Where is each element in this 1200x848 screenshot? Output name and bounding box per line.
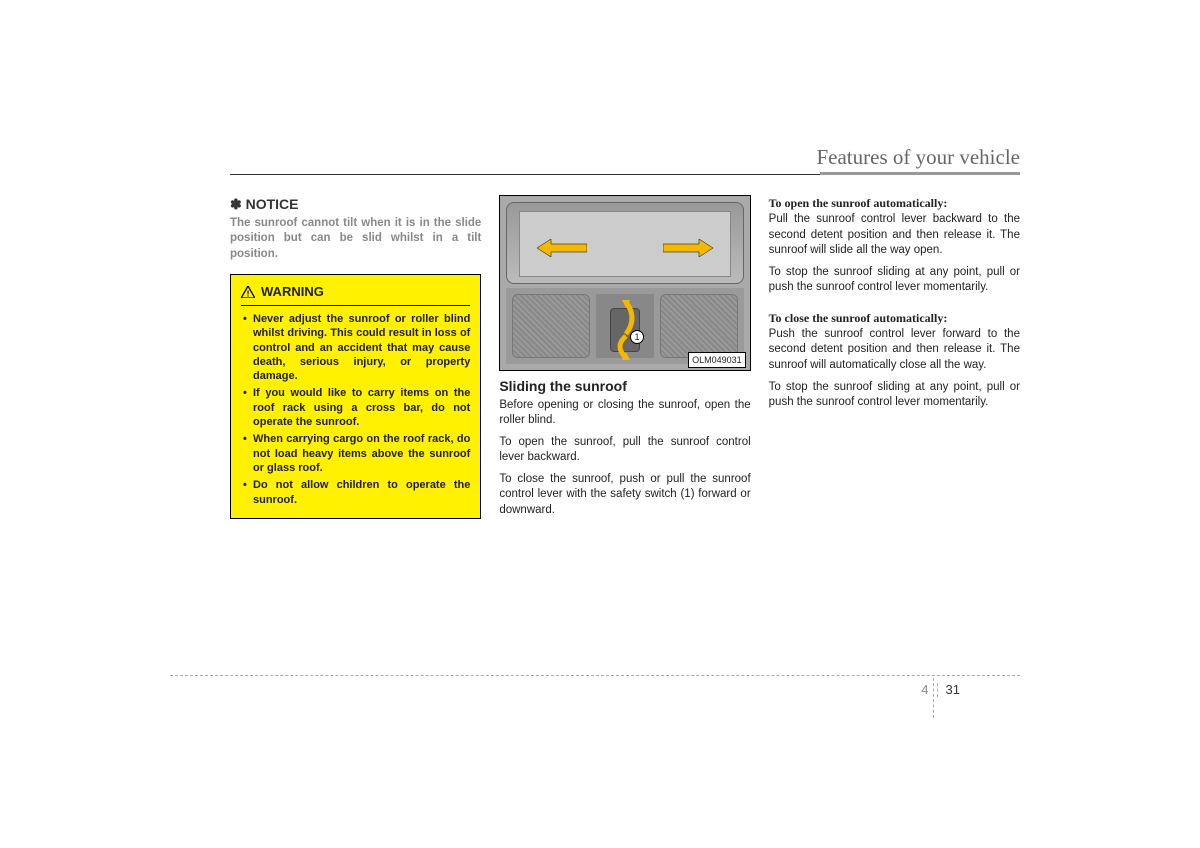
content-columns: ✽ NOTICE The sunroof cannot tilt when it… xyxy=(230,195,1020,525)
warning-box: ! WARNING Never adjust the sunroof or ro… xyxy=(230,274,481,518)
page-header: Features of your vehicle xyxy=(230,145,1020,175)
body-paragraph: To stop the sunroof sliding at any point… xyxy=(769,265,1020,296)
warning-list: Never adjust the sunroof or roller blind… xyxy=(241,312,470,507)
body-paragraph: Before opening or closing the sunroof, o… xyxy=(499,398,750,429)
notice-text: The sunroof cannot tilt when it is in th… xyxy=(230,216,481,263)
section-number: 4 xyxy=(921,682,928,697)
sliding-heading: Sliding the sunroof xyxy=(499,377,750,396)
warning-item: When carrying cargo on the roof rack, do… xyxy=(241,432,470,475)
page-number: 4 31 xyxy=(921,682,960,697)
header-accent-bar xyxy=(820,172,1020,175)
sunroof-figure: 1 OLM049031 xyxy=(499,195,750,371)
close-auto-heading: To close the sunroof automatically: xyxy=(769,310,1020,326)
figure-control-center: 1 xyxy=(596,294,654,358)
page-container: Features of your vehicle ✽ NOTICE The su… xyxy=(0,0,1200,525)
page-divider xyxy=(937,683,938,697)
body-paragraph: To close the sunroof, push or pull the s… xyxy=(499,472,750,519)
body-paragraph: To open the sunroof, pull the sunroof co… xyxy=(499,435,750,466)
warning-header: ! WARNING xyxy=(241,283,470,306)
body-paragraph: Push the sunroof control lever forward t… xyxy=(769,327,1020,374)
column-2: 1 OLM049031 Sliding the sunroof Before o… xyxy=(499,195,750,525)
warning-item: Never adjust the sunroof or roller blind… xyxy=(241,312,470,383)
warning-item: If you would like to carry items on the … xyxy=(241,386,470,429)
arrow-curve-icon xyxy=(604,298,648,362)
arrow-right-icon xyxy=(663,239,713,257)
warning-triangle-icon: ! xyxy=(241,286,255,298)
figure-speaker-left xyxy=(512,294,590,358)
header-title: Features of your vehicle xyxy=(230,145,1020,170)
page-footer: 4 31 xyxy=(170,675,1020,705)
figure-sunroof-top xyxy=(506,202,743,284)
figure-callout-1: 1 xyxy=(630,330,644,344)
body-paragraph: Pull the sunroof control lever backward … xyxy=(769,212,1020,259)
warning-label: WARNING xyxy=(261,283,324,301)
open-auto-heading: To open the sunroof automatically: xyxy=(769,195,1020,211)
notice-heading: ✽ NOTICE xyxy=(230,195,481,214)
page-num-value: 31 xyxy=(946,682,960,697)
column-1: ✽ NOTICE The sunroof cannot tilt when it… xyxy=(230,195,481,525)
body-paragraph: To stop the sunroof sliding at any point… xyxy=(769,380,1020,411)
column-3: To open the sunroof automatically: Pull … xyxy=(769,195,1020,525)
figure-speaker-right xyxy=(660,294,738,358)
arrow-left-icon xyxy=(537,239,587,257)
warning-item: Do not allow children to operate the sun… xyxy=(241,478,470,507)
figure-code-label: OLM049031 xyxy=(688,352,746,368)
svg-text:!: ! xyxy=(247,288,250,298)
